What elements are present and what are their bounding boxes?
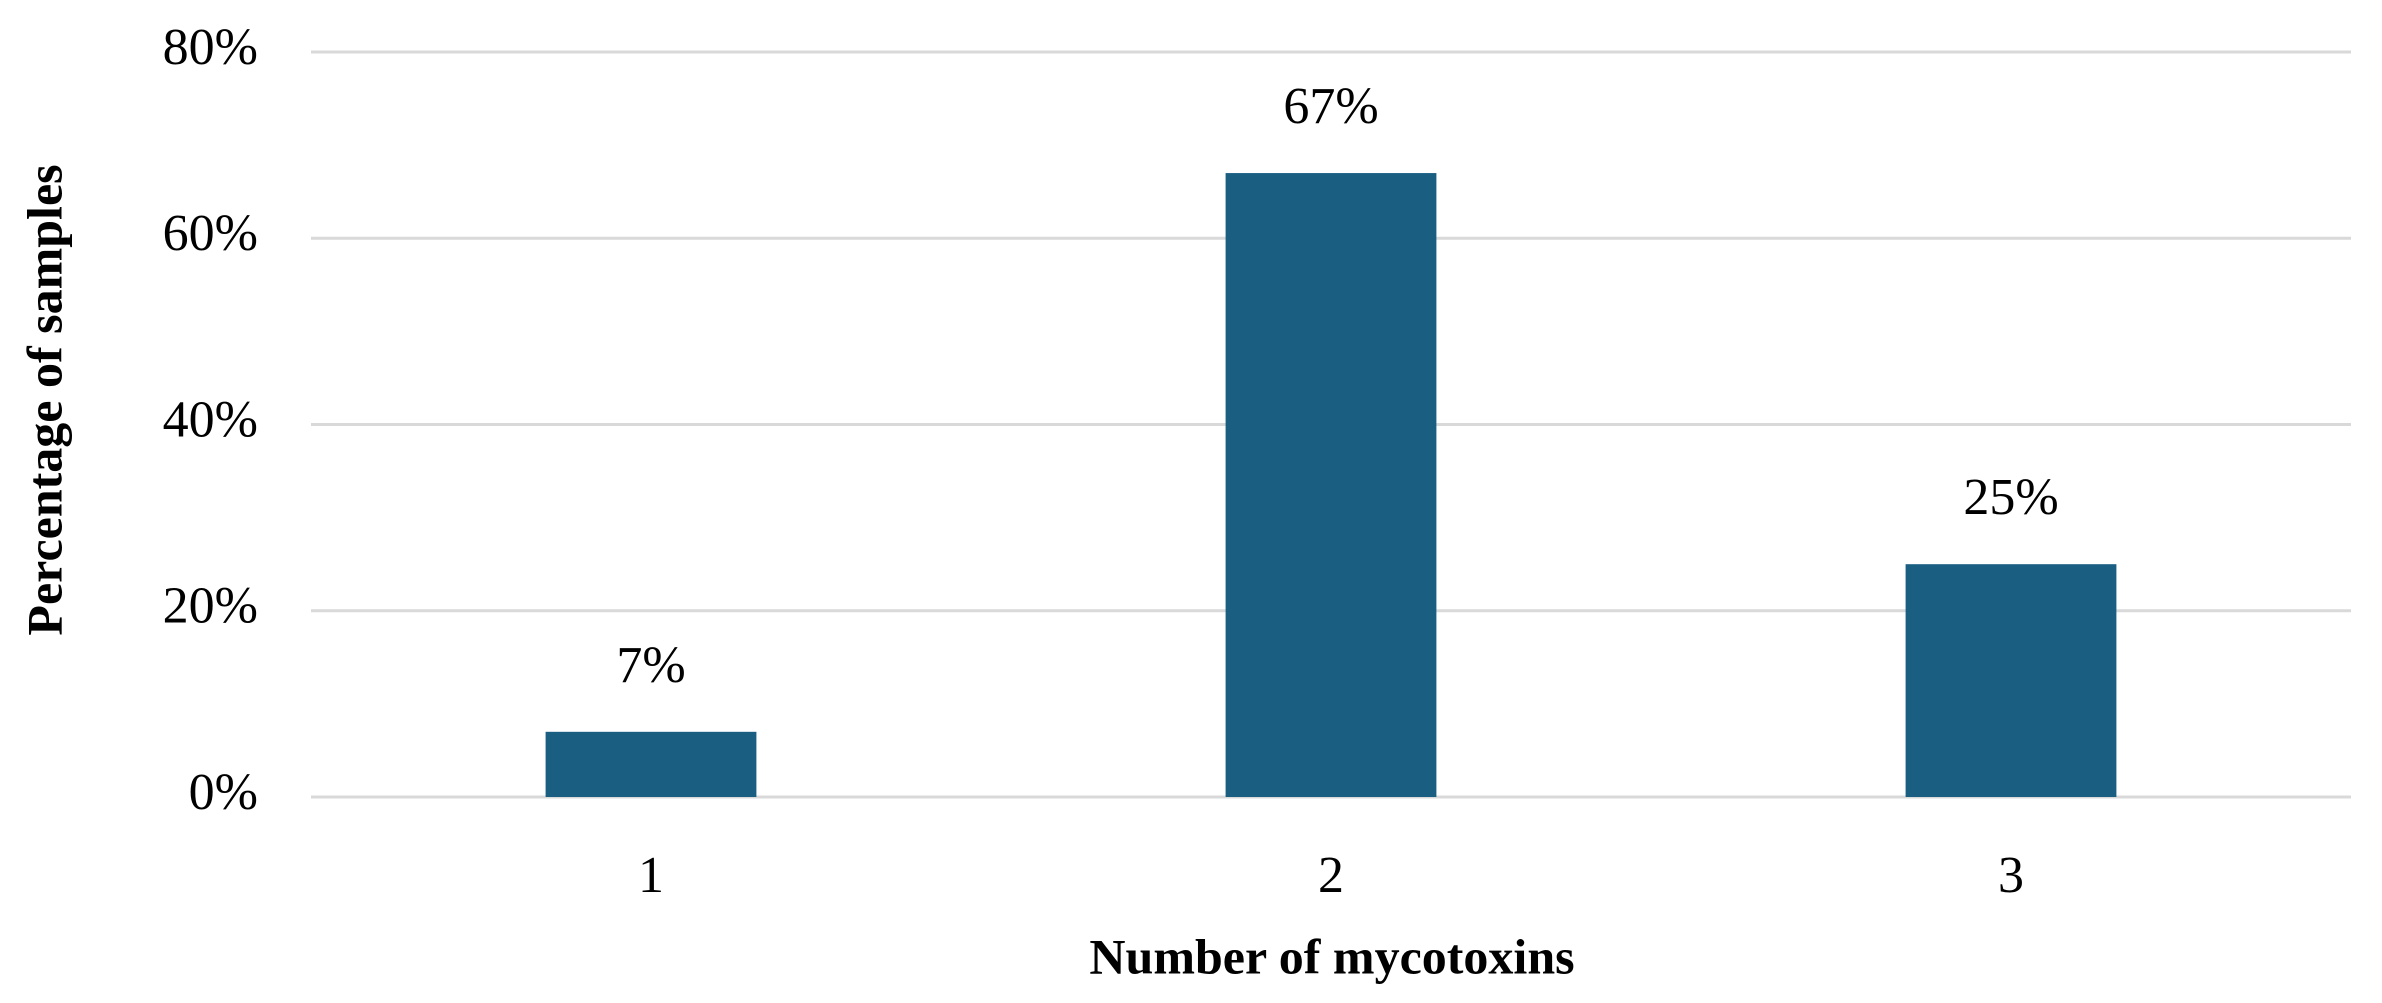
y-tick-label: 40% bbox=[163, 391, 258, 448]
x-tick-label: 1 bbox=[638, 847, 664, 904]
x-tick-label: 3 bbox=[1998, 847, 2024, 904]
bar bbox=[545, 731, 757, 797]
y-tick-label: 80% bbox=[163, 19, 258, 76]
bar bbox=[1905, 564, 2117, 797]
value-label: 25% bbox=[1963, 469, 2058, 526]
x-axis-title: Number of mycotoxins bbox=[1089, 928, 1574, 984]
x-tick-label: 2 bbox=[1318, 847, 1344, 904]
bar bbox=[1225, 173, 1437, 797]
y-tick-label: 20% bbox=[163, 578, 258, 635]
value-label: 67% bbox=[1283, 78, 1378, 135]
value-label: 7% bbox=[616, 637, 685, 694]
y-tick-label: 60% bbox=[163, 205, 258, 262]
y-axis-title: Percentage of samples bbox=[16, 164, 72, 635]
y-tick-label: 0% bbox=[189, 764, 258, 821]
